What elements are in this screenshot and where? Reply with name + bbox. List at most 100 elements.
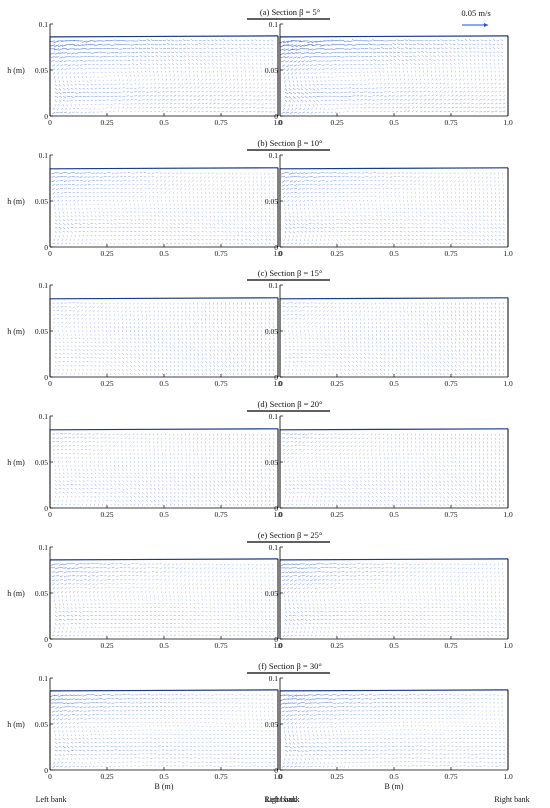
velocity-vector <box>209 82 212 85</box>
velocity-vector <box>158 231 161 233</box>
velocity-vector <box>94 223 97 225</box>
velocity-vector <box>400 43 404 46</box>
velocity-vector <box>252 203 255 206</box>
velocity-vector <box>466 176 468 179</box>
velocity-vector <box>279 48 286 51</box>
velocity-vector <box>491 107 494 109</box>
velocity-vector <box>384 91 387 93</box>
velocity-vector <box>422 196 424 198</box>
velocity-vector <box>77 72 79 75</box>
velocity-vector <box>435 203 437 206</box>
velocity-vector <box>447 211 450 214</box>
velocity-vector <box>395 110 399 113</box>
velocity-vector <box>362 195 365 198</box>
velocity-vector <box>102 345 105 348</box>
x-tick-label: 0.25 <box>330 249 343 258</box>
velocity-vector <box>197 207 200 210</box>
velocity-vector <box>249 215 251 218</box>
velocity-vector <box>161 74 163 77</box>
velocity-vector <box>448 39 452 42</box>
velocity-vector <box>88 306 91 308</box>
velocity-vector <box>217 231 220 233</box>
velocity-vector <box>451 102 454 105</box>
velocity-vector <box>488 39 492 42</box>
velocity-vector <box>477 55 480 57</box>
velocity-vector <box>152 70 155 73</box>
velocity-vector <box>81 242 83 245</box>
velocity-vector <box>249 90 252 93</box>
velocity-vector <box>411 82 414 85</box>
velocity-vector <box>247 43 250 46</box>
velocity-vector <box>87 180 91 182</box>
velocity-vector <box>356 95 360 97</box>
velocity-vector <box>378 70 381 73</box>
velocity-vector <box>304 92 308 95</box>
velocity-vector <box>108 195 111 198</box>
velocity-vector <box>209 87 212 89</box>
velocity-vector <box>301 56 305 59</box>
velocity-vector <box>213 231 216 233</box>
velocity-vector <box>399 102 403 105</box>
x-tick-label: 0.75 <box>444 249 457 258</box>
velocity-vector <box>110 349 113 351</box>
velocity-vector <box>451 227 454 229</box>
velocity-vector <box>122 353 125 355</box>
velocity-vector <box>94 211 97 213</box>
velocity-vector <box>264 238 268 241</box>
velocity-vector <box>66 48 71 50</box>
velocity-vector <box>298 111 301 114</box>
velocity-vector <box>185 372 187 376</box>
velocity-vector <box>237 207 239 210</box>
velocity-vector <box>362 67 365 69</box>
velocity-vector <box>426 192 428 194</box>
velocity-vector <box>205 86 208 89</box>
velocity-vector <box>391 106 395 109</box>
velocity-vector <box>106 234 109 237</box>
velocity-vector <box>205 231 208 233</box>
velocity-vector <box>78 337 81 340</box>
velocity-vector <box>435 231 438 233</box>
velocity-vector <box>205 203 207 206</box>
velocity-vector <box>126 353 128 356</box>
velocity-vector <box>146 111 149 113</box>
velocity-vector <box>344 215 347 218</box>
velocity-vector <box>161 200 163 202</box>
velocity-vector <box>330 199 333 202</box>
velocity-vector <box>163 51 167 53</box>
velocity-vector <box>105 199 107 202</box>
velocity-vector <box>435 107 439 109</box>
velocity-vector <box>138 79 140 81</box>
velocity-vector <box>192 62 194 65</box>
velocity-vector <box>251 43 254 46</box>
velocity-vector <box>156 66 159 69</box>
velocity-vector <box>344 238 346 241</box>
velocity-vector <box>228 176 230 179</box>
velocity-vector <box>110 47 115 50</box>
velocity-vector <box>159 59 163 61</box>
x-tick-label: 0.25 <box>100 118 113 127</box>
velocity-vector <box>259 51 262 53</box>
velocity-vector <box>343 203 345 206</box>
velocity-vector <box>236 66 238 69</box>
velocity-vector <box>469 54 472 57</box>
velocity-vector <box>305 176 309 179</box>
velocity-vector <box>64 302 67 304</box>
velocity-vector <box>485 47 488 50</box>
velocity-vector <box>110 329 112 332</box>
velocity-vector <box>398 67 401 69</box>
velocity-vector <box>142 207 144 209</box>
velocity-vector <box>54 215 57 218</box>
velocity-vector <box>354 199 357 202</box>
velocity-vector <box>177 330 179 333</box>
velocity-vector <box>337 172 341 174</box>
velocity-vector <box>249 242 251 245</box>
velocity-vector <box>257 95 260 97</box>
velocity-vector <box>295 44 301 48</box>
velocity-vector <box>415 242 418 244</box>
velocity-vector <box>386 196 389 198</box>
velocity-vector <box>477 51 480 53</box>
velocity-vector <box>142 341 144 344</box>
velocity-vector <box>80 72 83 74</box>
velocity-vector <box>142 83 145 85</box>
